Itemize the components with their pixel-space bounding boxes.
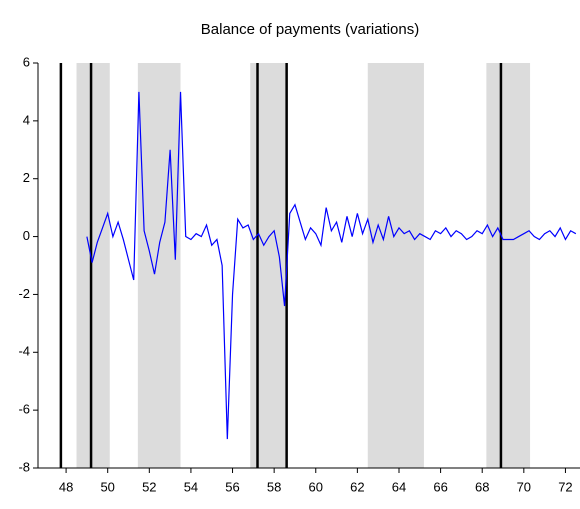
y-tick-label: 4 [23,112,30,127]
y-tick-label: 6 [23,54,30,69]
x-tick-label: 70 [517,479,531,494]
x-tick-label: 64 [392,479,406,494]
x-tick-label: 66 [433,479,447,494]
x-tick-label: 60 [309,479,323,494]
x-tick-label: 56 [225,479,239,494]
x-tick-label: 52 [142,479,156,494]
y-tick-label: -8 [18,459,30,474]
recession-band [137,63,181,468]
recession-band [250,63,287,468]
x-tick-label: 54 [184,479,198,494]
x-tick-label: 72 [558,479,572,494]
recession-band [76,63,110,468]
chart-title: Balance of payments (variations) [201,21,419,38]
x-tick-label: 48 [59,479,73,494]
y-tick-label: -2 [18,286,30,301]
x-tick-label: 62 [350,479,364,494]
x-tick-label: 58 [267,479,281,494]
y-tick-label: -6 [18,402,30,417]
recession-band [367,63,424,468]
x-tick-label: 68 [475,479,489,494]
y-tick-label: -4 [18,344,30,359]
series-line [86,91,577,440]
recession-band [486,63,531,468]
y-tick-label: 2 [23,170,30,185]
x-tick-label: 50 [100,479,114,494]
y-tick-label: 0 [23,228,30,243]
